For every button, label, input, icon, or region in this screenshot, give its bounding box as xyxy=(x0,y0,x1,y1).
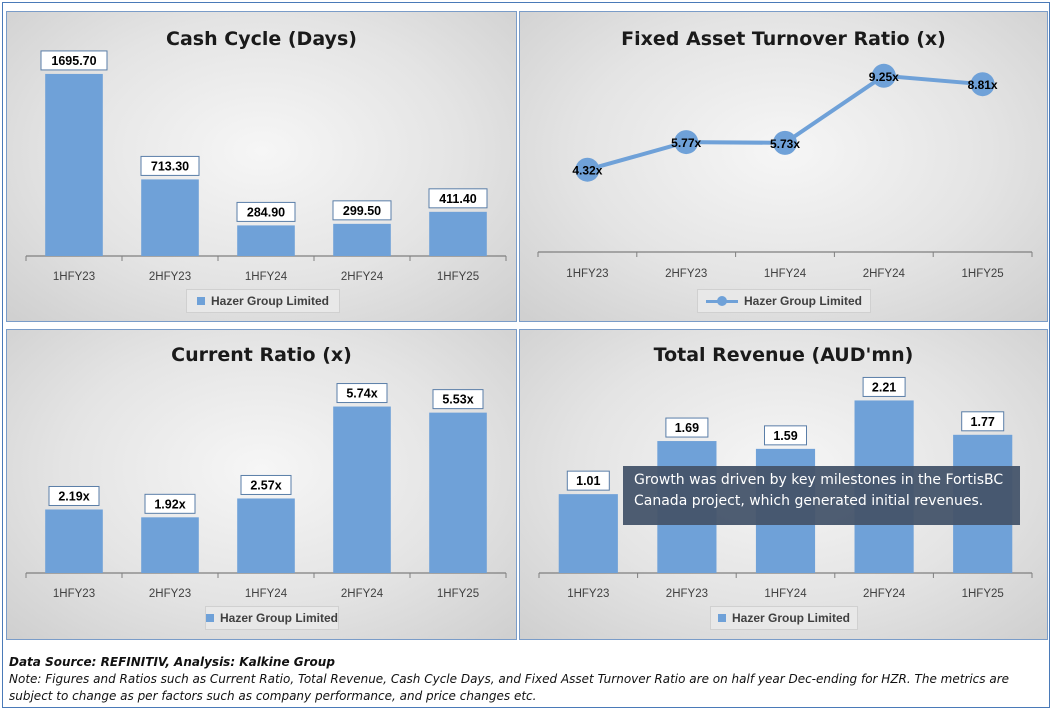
data-label-box xyxy=(862,376,906,397)
legend-swatch xyxy=(206,614,214,622)
data-label-box xyxy=(40,50,108,71)
bar xyxy=(141,517,199,573)
legend-label: Hazer Group Limited xyxy=(731,611,850,625)
footer: Data Source: REFINITIV, Analysis: Kalkin… xyxy=(9,654,1044,705)
data-label-box xyxy=(48,485,100,506)
x-tick-label: 2HFY23 xyxy=(149,588,191,600)
data-label-box xyxy=(428,188,488,209)
bar xyxy=(45,509,103,573)
footnote: Note: Figures and Ratios such as Current… xyxy=(9,672,1010,703)
bar xyxy=(45,73,103,256)
bar xyxy=(429,211,487,256)
chart-panel-current-ratio: Current Ratio (x) 1HFY23 2HFY23 1HFY24 2HFY… xyxy=(6,329,517,640)
x-tick-label: 1HFY24 xyxy=(764,268,807,280)
data-label-box xyxy=(665,417,709,438)
x-tick-label: 1HFY23 xyxy=(567,588,609,600)
x-tick-label: 1HFY25 xyxy=(962,268,1004,280)
x-tick-label: 2HFY24 xyxy=(863,588,906,600)
data-label: 1.77 xyxy=(971,415,995,429)
annotation-callout: Growth was driven by key milestones in t… xyxy=(623,466,1020,525)
legend-label: Hazer Group Limited xyxy=(743,294,862,308)
series-line xyxy=(586,73,983,172)
x-tick-label: 1HFY24 xyxy=(245,588,288,600)
data-label: 5.77x xyxy=(671,136,701,150)
data-label-box xyxy=(764,425,807,446)
chart-svg-cash-cycle: 1HFY23 2HFY23 1HFY24 2HFY24 1HFY25 1695.70 713… xyxy=(25,50,507,283)
data-label-box xyxy=(332,200,392,221)
data-label: 2.21 xyxy=(872,380,896,394)
x-tick-label: 1HFY25 xyxy=(437,271,479,283)
chart-panel-cash-cycle: Cash Cycle (Days) 1HFY23 2HFY23 1HFY24 2HFY… xyxy=(6,11,517,322)
data-label-box xyxy=(236,201,296,222)
bar xyxy=(237,498,295,573)
data-label: 5.73x xyxy=(770,137,800,151)
bar xyxy=(333,223,391,256)
data-label: 5.53x xyxy=(442,393,473,407)
legend-label: Hazer Group Limited xyxy=(220,611,339,625)
bar xyxy=(558,494,618,573)
data-label: 713.30 xyxy=(151,159,189,173)
data-label: 5.74x xyxy=(346,387,377,401)
chart-legend: Hazer Group Limited xyxy=(205,606,339,630)
data-point xyxy=(970,72,995,97)
bar xyxy=(141,179,199,256)
x-tick-label: 1HFY25 xyxy=(437,588,479,600)
data-label: 8.81x xyxy=(968,78,998,92)
data-label: 4.32x xyxy=(572,164,602,178)
x-tick-label: 2HFY23 xyxy=(666,588,708,600)
x-tick-label: 2HFY24 xyxy=(341,271,384,283)
data-point xyxy=(575,157,600,182)
data-label-box xyxy=(140,155,200,176)
legend-swatch xyxy=(705,295,738,307)
x-tick-label: 2HFY24 xyxy=(863,268,906,280)
data-label-box xyxy=(566,470,610,491)
chart-legend: Hazer Group Limited xyxy=(697,289,871,313)
x-tick-label: 2HFY23 xyxy=(665,268,707,280)
data-label: 1.59 xyxy=(773,429,797,443)
data-source: Data Source: REFINITIV, Analysis: Kalkin… xyxy=(9,655,335,669)
chart-title: Cash Cycle (Days) xyxy=(166,28,357,50)
legend-label: Hazer Group Limited xyxy=(210,294,329,308)
data-label-box xyxy=(961,411,1005,432)
x-tick-label: 2HFY24 xyxy=(341,588,384,600)
chart-title: Current Ratio (x) xyxy=(171,344,352,366)
data-label-box xyxy=(336,383,388,404)
data-point xyxy=(773,130,797,155)
x-tick-label: 1HFY23 xyxy=(566,268,608,280)
bar xyxy=(333,406,391,573)
bar xyxy=(237,225,295,256)
data-label-box xyxy=(144,493,196,514)
x-tick-label: 2HFY23 xyxy=(149,271,191,283)
data-label: 2.57x xyxy=(250,478,281,492)
chart-title: Total Revenue (AUD'mn) xyxy=(653,344,914,366)
data-label: 1.01 xyxy=(576,474,600,488)
data-label-box xyxy=(432,389,484,410)
chart-legend: Hazer Group Limited xyxy=(710,606,858,630)
data-label: 1.92x xyxy=(154,497,185,511)
data-point xyxy=(674,130,699,155)
data-label: 1695.70 xyxy=(51,54,96,68)
x-tick-label: 1HFY23 xyxy=(53,271,95,283)
x-tick-label: 1HFY24 xyxy=(245,271,288,283)
chart-title: Fixed Asset Turnover Ratio (x) xyxy=(621,28,946,50)
legend-swatch xyxy=(717,614,726,622)
chart-svg-fixed-asset-turnover: 1HFY23 2HFY23 1HFY24 2HFY24 1HFY25 4.32x 5.77x… xyxy=(537,63,1033,280)
data-label: 284.90 xyxy=(247,205,285,219)
data-label: 2.19x xyxy=(58,489,89,503)
chart-legend: Hazer Group Limited xyxy=(186,289,340,313)
data-label: 411.40 xyxy=(439,192,477,206)
chart-panel-fixed-asset-turnover: Fixed Asset Turnover Ratio (x) 1HFY23 2HF… xyxy=(519,11,1048,322)
data-label: 1.69 xyxy=(675,421,699,435)
x-tick-label: 1HFY25 xyxy=(962,588,1004,600)
data-point xyxy=(871,63,896,88)
data-label: 9.25x xyxy=(869,70,899,84)
chart-svg-current-ratio: 1HFY23 2HFY23 1HFY24 2HFY24 1HFY25 2.19x 1.92x… xyxy=(25,383,507,600)
x-tick-label: 1HFY24 xyxy=(764,588,807,600)
x-tick-label: 1HFY23 xyxy=(53,588,95,600)
data-label-box xyxy=(240,474,292,495)
legend-swatch xyxy=(196,297,205,305)
data-label: 299.50 xyxy=(343,204,381,218)
bar xyxy=(429,412,487,573)
